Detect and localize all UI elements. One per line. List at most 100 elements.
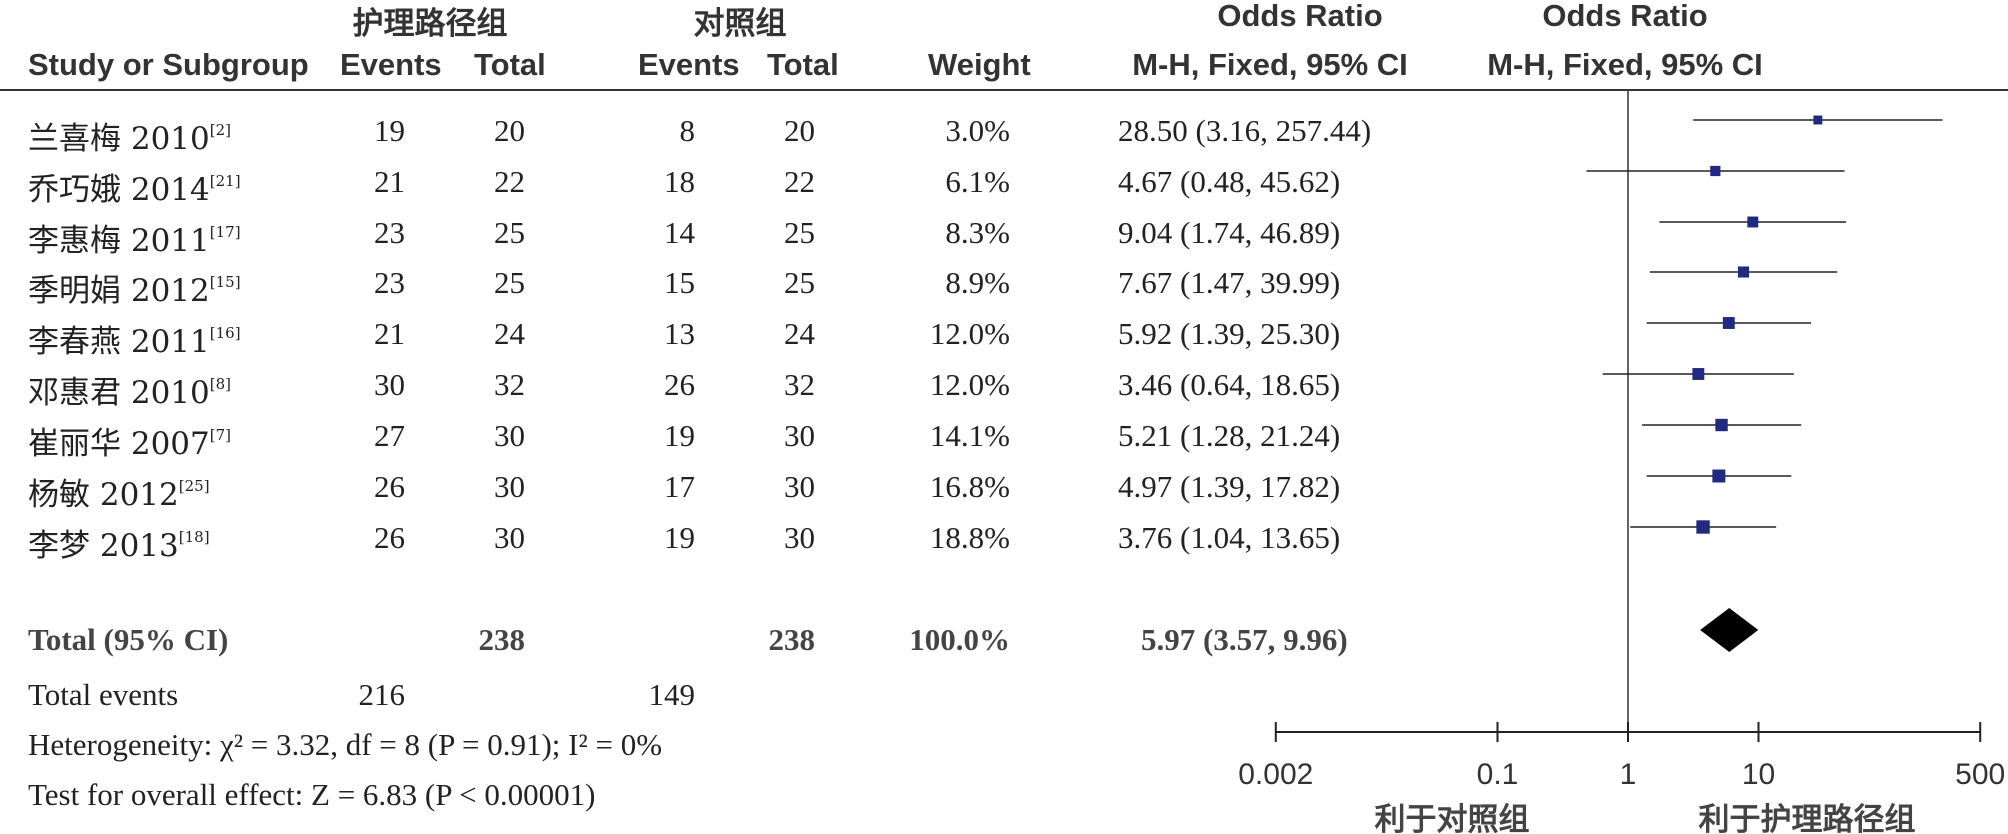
events1-header: Events (340, 47, 442, 82)
events1-cell: 26 (374, 469, 405, 504)
total2-cell: 22 (784, 164, 815, 199)
overall-effect-text: Test for overall effect: Z = 6.83 (P < 0… (28, 777, 596, 812)
total2-cell: 25 (784, 265, 815, 300)
ci-cell: 7.67 (1.47, 39.99) (1118, 265, 1341, 300)
total2-cell: 30 (784, 418, 815, 453)
point-marker (1715, 418, 1728, 432)
study-name-text: 崔丽华 2007 (28, 426, 210, 462)
total1-cell: 25 (494, 265, 525, 300)
study-name: 崔丽华 2007[7] (28, 418, 231, 463)
ci-cell: 3.76 (1.04, 13.65) (1118, 520, 1341, 555)
method-header-1: M-H, Fixed, 95% CI (1132, 47, 1408, 82)
study-name-text: 乔巧娥 2014 (28, 172, 210, 208)
events1-cell: 21 (374, 164, 405, 199)
weight-cell: 6.1% (945, 164, 1010, 199)
events1-cell: 27 (374, 418, 405, 453)
study-name: 兰喜梅 2010[2] (28, 113, 231, 158)
total-weight: 100.0% (909, 622, 1010, 657)
total2-cell: 32 (784, 367, 815, 402)
x-tick-label: 0.1 (1477, 758, 1519, 791)
total1-cell: 30 (494, 469, 525, 504)
total-t2: 238 (768, 622, 816, 657)
study-name: 李春燕 2011[16] (28, 316, 241, 361)
point-marker (1813, 115, 1823, 125)
study-reference: [8] (209, 375, 231, 393)
study-reference: [7] (209, 426, 231, 444)
total2-cell: 30 (784, 469, 815, 504)
study-name-text: 李惠梅 2011 (28, 223, 210, 259)
total-events-e2: 149 (648, 677, 696, 712)
events2-cell: 15 (664, 265, 695, 300)
total2-header: Total (767, 47, 839, 82)
study-name: 李梦 2013[18] (28, 520, 210, 565)
study-name-text: 李春燕 2011 (28, 324, 210, 360)
weight-cell: 12.0% (929, 367, 1010, 402)
total-ci: 5.97 (3.57, 9.96) (1141, 622, 1348, 657)
group2-header: 对照组 (693, 6, 787, 42)
study-name: 季明娟 2012[15] (28, 265, 241, 310)
odds-ratio-header-2: Odds Ratio (1542, 0, 1708, 33)
total1-cell: 30 (494, 520, 525, 555)
events2-cell: 14 (664, 215, 695, 250)
events2-header: Events (638, 47, 740, 82)
events1-cell: 26 (374, 520, 405, 555)
weight-cell: 8.9% (945, 265, 1010, 300)
events1-cell: 19 (374, 113, 405, 148)
study-reference: [17] (209, 223, 241, 241)
ci-cell: 4.67 (0.48, 45.62) (1118, 164, 1341, 199)
study-name-text: 季明娟 2012 (28, 273, 210, 309)
study-name: 乔巧娥 2014[21] (28, 164, 241, 209)
events2-cell: 26 (664, 367, 695, 402)
x-tick-label: 500 (1955, 758, 2005, 791)
total-events-label: Total events (28, 677, 179, 712)
study-reference: [18] (178, 528, 210, 546)
summary-diamond (1700, 608, 1759, 652)
events2-cell: 13 (664, 316, 695, 351)
study-name-text: 李梦 2013 (28, 528, 179, 564)
study-reference: [2] (209, 121, 231, 139)
events2-cell: 18 (664, 164, 695, 199)
events2-cell: 17 (664, 469, 695, 504)
ci-cell: 9.04 (1.74, 46.89) (1118, 215, 1341, 250)
ci-cell: 4.97 (1.39, 17.82) (1118, 469, 1341, 504)
weight-cell: 18.8% (929, 520, 1010, 555)
total1-header: Total (474, 47, 546, 82)
point-marker (1722, 317, 1735, 329)
study-name: 李惠梅 2011[17] (28, 215, 241, 260)
total-t1: 238 (478, 622, 526, 657)
total1-cell: 25 (494, 215, 525, 250)
study-reference: [25] (178, 477, 210, 495)
total1-cell: 30 (494, 418, 525, 453)
point-marker (1710, 165, 1721, 177)
x-tick-label: 1 (1620, 758, 1637, 791)
weight-cell: 3.0% (945, 113, 1010, 148)
point-marker (1737, 266, 1750, 278)
ci-cell: 5.92 (1.39, 25.30) (1118, 316, 1341, 351)
favours-right-label: 利于护理路径组 (1699, 802, 1916, 834)
study-reference: [15] (209, 273, 241, 291)
study-name: 邓惠君 2010[8] (28, 367, 231, 412)
study-header: Study or Subgroup (28, 47, 309, 82)
total-label: Total (95% CI) (28, 622, 229, 657)
study-reference: [16] (209, 324, 241, 342)
group1-header: 护理路径组 (352, 6, 508, 42)
weight-cell: 8.3% (945, 215, 1010, 250)
point-marker (1696, 520, 1710, 534)
ci-cell: 3.46 (0.64, 18.65) (1118, 367, 1341, 402)
ci-cell: 28.50 (3.16, 257.44) (1118, 113, 1372, 148)
study-name-text: 兰喜梅 2010 (28, 121, 210, 157)
weight-header: Weight (928, 47, 1031, 82)
ci-cell: 5.21 (1.28, 21.24) (1118, 418, 1341, 453)
events1-cell: 21 (374, 316, 405, 351)
total2-cell: 30 (784, 520, 815, 555)
study-reference: [21] (209, 172, 241, 190)
heterogeneity-text: Heterogeneity: χ² = 3.32, df = 8 (P = 0.… (28, 727, 663, 762)
study-name-text: 杨敏 2012 (28, 477, 179, 513)
events2-cell: 8 (679, 113, 696, 148)
header-rule (0, 89, 2008, 91)
method-header-2: M-H, Fixed, 95% CI (1487, 47, 1763, 82)
point-marker (1747, 216, 1759, 228)
total1-cell: 20 (494, 113, 525, 148)
weight-cell: 14.1% (929, 418, 1010, 453)
